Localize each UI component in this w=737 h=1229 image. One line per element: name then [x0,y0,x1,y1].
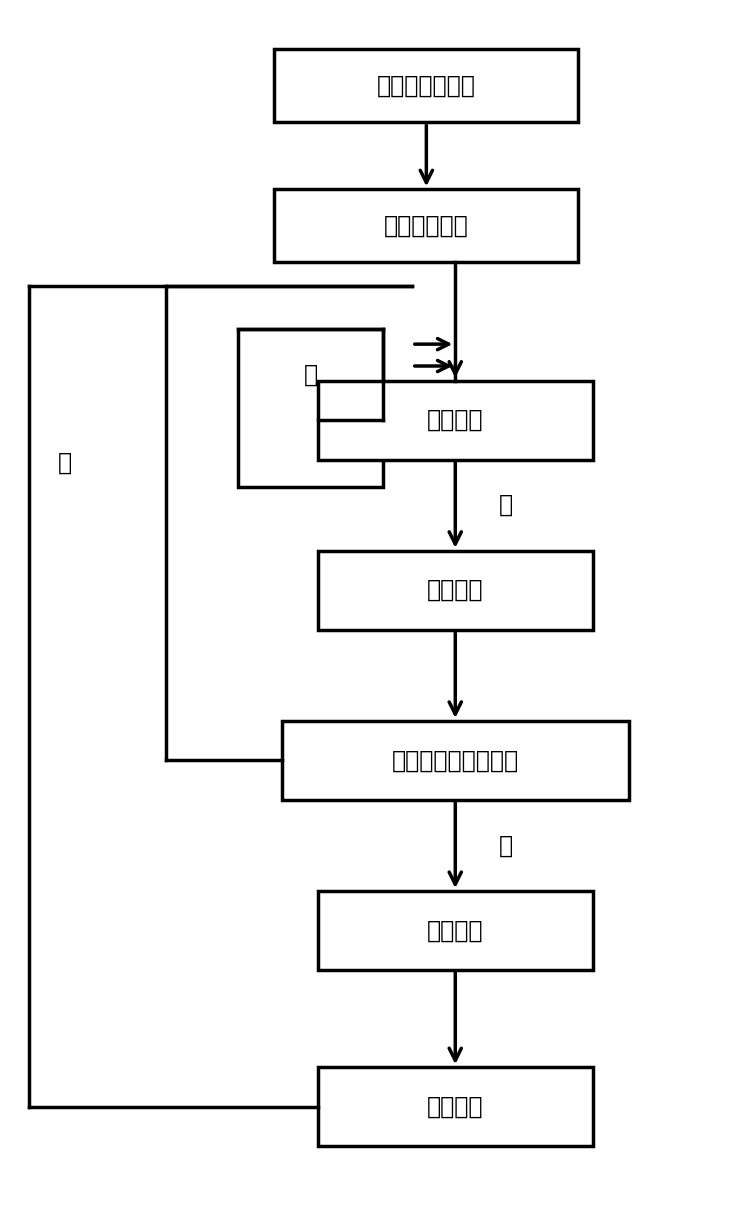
Bar [318,381,593,460]
Text: 是: 是 [499,493,513,517]
Text: 获取外部图像: 获取外部图像 [384,214,469,237]
Text: 是: 是 [499,833,513,858]
Text: 否: 否 [304,363,318,386]
Bar [274,189,579,262]
Text: 抽烟检测: 抽烟检测 [427,578,483,602]
Text: 否: 否 [57,451,71,474]
Bar [238,329,383,487]
Bar [318,891,593,970]
Text: 统计结果: 统计结果 [427,918,483,943]
Bar [318,551,593,629]
Text: 人脸检测: 人脸检测 [427,408,483,433]
Text: 重置数据: 重置数据 [427,1095,483,1118]
Text: 初始化数据结构: 初始化数据结构 [377,74,476,98]
Text: 大于预先设置的帧数: 大于预先设置的帧数 [391,748,519,772]
Bar [282,721,629,800]
Bar [274,49,579,123]
Bar [318,1067,593,1147]
